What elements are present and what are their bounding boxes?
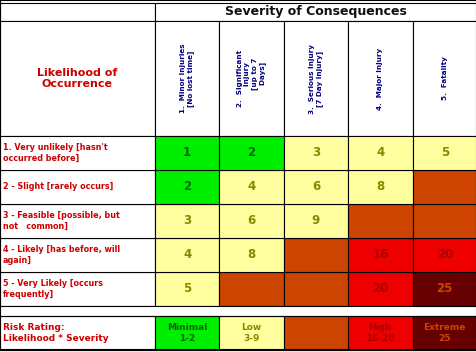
Bar [412,272,476,306]
Bar [219,316,283,350]
Bar [0,238,155,272]
Bar [283,204,347,238]
Bar [155,136,219,170]
Bar [155,272,219,306]
Bar [412,136,476,170]
Bar [0,272,155,306]
Bar [0,136,155,170]
Bar [283,170,347,204]
Bar [155,21,219,136]
Text: 2: 2 [247,146,255,159]
Text: High
16-20: High 16-20 [365,323,394,343]
Bar [347,21,412,136]
Text: Severity of Consequences: Severity of Consequences [225,6,406,19]
Text: 8: 8 [376,181,384,194]
Text: 3: 3 [183,214,191,227]
Text: 2.  Significant
    Injury
    [up to 7
    Days]: 2. Significant Injury [up to 7 Days] [237,50,266,107]
Text: 4: 4 [183,249,191,262]
Text: Low
3-9: Low 3-9 [241,323,261,343]
Text: Extreme
25: Extreme 25 [423,323,465,343]
Bar [219,272,283,306]
Bar [412,170,476,204]
Text: Minimal
1-2: Minimal 1-2 [167,323,207,343]
Bar [155,170,219,204]
Text: 3: 3 [311,146,319,159]
Text: 3.  Serious Injury
[7 Day Injury]: 3. Serious Injury [7 Day Injury] [308,44,322,113]
Text: 8: 8 [247,249,255,262]
Bar [0,3,155,21]
Text: Likelihood of
Occurrence: Likelihood of Occurrence [37,68,118,89]
Bar [0,21,155,136]
Text: 5 - Very Likely [occurs
frequently]: 5 - Very Likely [occurs frequently] [3,279,103,299]
Text: 20: 20 [371,283,388,295]
Bar [283,316,347,350]
Text: 15: 15 [436,214,452,227]
Bar [155,3,476,21]
Bar [412,238,476,272]
Text: 5: 5 [440,146,448,159]
Bar [155,316,219,350]
Bar [219,21,283,136]
Bar [219,238,283,272]
Text: 1. Very unlikely [hasn't
occurred before]: 1. Very unlikely [hasn't occurred before… [3,143,108,163]
Text: 25: 25 [436,283,452,295]
Text: 4 - Likely [has before, will
again]: 4 - Likely [has before, will again] [3,245,120,265]
Bar [412,21,476,136]
Bar [0,306,476,316]
Text: 3 - Feasible [possible, but
not   common]: 3 - Feasible [possible, but not common] [3,211,119,231]
Bar [283,136,347,170]
Text: 5.  Fatality: 5. Fatality [441,57,447,100]
Text: 4: 4 [247,181,255,194]
Text: 12: 12 [307,249,324,262]
Text: 6: 6 [311,181,319,194]
Bar [219,204,283,238]
Bar [0,170,155,204]
Bar [283,272,347,306]
Bar [0,204,155,238]
Text: 2: 2 [183,181,191,194]
Bar [219,136,283,170]
Bar [155,204,219,238]
Bar [347,204,412,238]
Text: 10: 10 [243,283,259,295]
Text: 6: 6 [247,214,255,227]
Bar [412,316,476,350]
Bar [347,238,412,272]
Text: 1: 1 [183,146,191,159]
Text: 4.  Major Injury: 4. Major Injury [377,48,383,109]
Text: 2 - Slight [rarely occurs]: 2 - Slight [rarely occurs] [3,182,113,191]
Text: Medium
10-15: Medium 10-15 [295,323,336,343]
Bar [155,238,219,272]
Bar [347,316,412,350]
Text: 20: 20 [436,249,452,262]
Bar [412,204,476,238]
Bar [283,238,347,272]
Text: 1.  Minor Injuries
[No lost time]: 1. Minor Injuries [No lost time] [180,44,194,113]
Bar [219,170,283,204]
Text: 15: 15 [307,283,324,295]
Text: Risk Rating:
Likelihood * Severity: Risk Rating: Likelihood * Severity [3,323,109,343]
Text: 9: 9 [311,214,319,227]
Bar [283,21,347,136]
Text: 4: 4 [376,146,384,159]
Bar [0,316,155,350]
Text: 12: 12 [371,214,388,227]
Text: 10: 10 [436,181,452,194]
Text: 5: 5 [183,283,191,295]
Bar [347,170,412,204]
Text: 16: 16 [371,249,388,262]
Bar [347,272,412,306]
Bar [347,136,412,170]
